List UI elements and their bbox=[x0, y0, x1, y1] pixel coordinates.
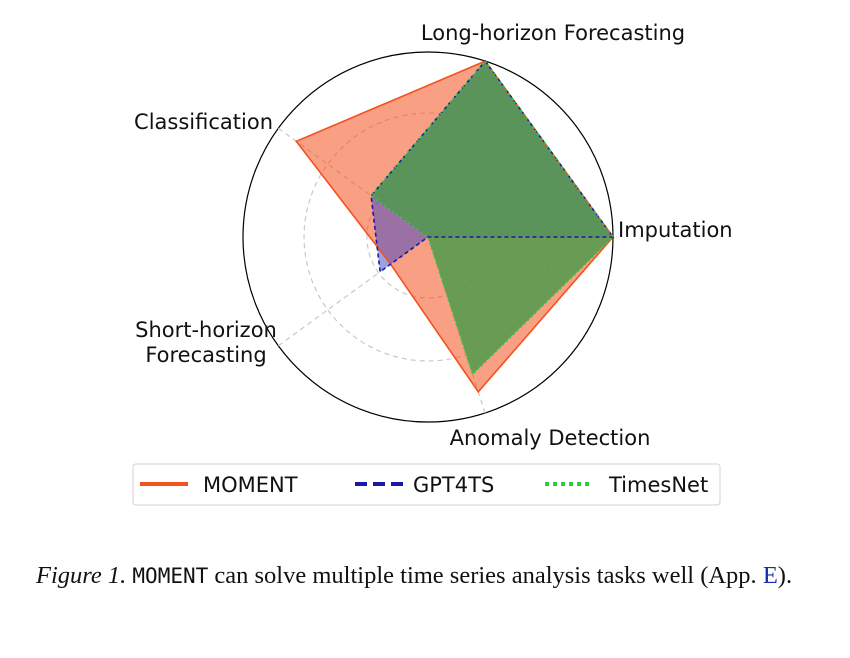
axis-label-1: Long-horizon Forecasting bbox=[421, 21, 685, 45]
legend-label-3: TimesNet bbox=[608, 473, 708, 497]
caption-model-name: MOMENT bbox=[132, 564, 209, 588]
axis-label-4: Short-horizon Forecasting bbox=[135, 318, 277, 367]
radar-chart: Long-horizon Forecasting Imputation Anomal… bbox=[132, 21, 733, 506]
series-outline-3 bbox=[369, 59, 615, 376]
axis-label-2: Imputation bbox=[618, 218, 733, 242]
legend: MOMENT GPT4TS TimesNet bbox=[132, 463, 721, 506]
caption-text: can solve multiple time series analysis … bbox=[208, 562, 763, 589]
figure-caption: Figure 1. MOMENT can solve multiple time… bbox=[36, 558, 836, 594]
caption-figure-label: Figure 1. bbox=[36, 562, 127, 589]
series-outline-2 bbox=[370, 59, 615, 274]
radar-series bbox=[295, 59, 615, 394]
caption-text-end: ). bbox=[777, 562, 793, 589]
legend-label-1: MOMENT bbox=[203, 473, 298, 497]
legend-frame bbox=[132, 463, 721, 506]
axis-label-3: Anomaly Detection bbox=[450, 426, 651, 450]
caption-appendix-link[interactable]: E bbox=[762, 562, 778, 589]
axis-label-5: Classification bbox=[134, 110, 273, 134]
radar-axis-labels: Long-horizon Forecasting Imputation Anomal… bbox=[134, 21, 733, 450]
legend-label-2: GPT4TS bbox=[413, 473, 494, 497]
